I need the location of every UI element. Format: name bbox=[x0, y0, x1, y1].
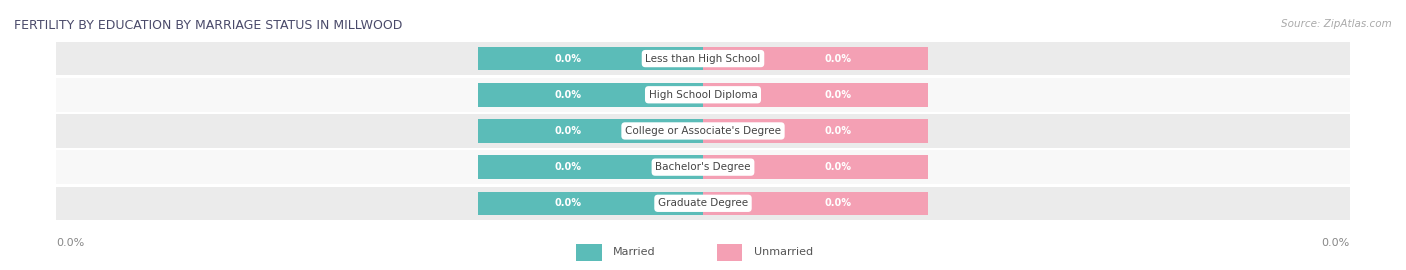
Text: College or Associate's Degree: College or Associate's Degree bbox=[626, 126, 780, 136]
Text: Bachelor's Degree: Bachelor's Degree bbox=[655, 162, 751, 172]
Text: 0.0%: 0.0% bbox=[824, 90, 852, 100]
Text: High School Diploma: High School Diploma bbox=[648, 90, 758, 100]
Text: 0.0%: 0.0% bbox=[554, 198, 582, 208]
Text: 0.0%: 0.0% bbox=[554, 53, 582, 64]
Text: 0.0%: 0.0% bbox=[1322, 238, 1350, 248]
Text: Married: Married bbox=[613, 247, 655, 258]
Text: 0.0%: 0.0% bbox=[824, 53, 852, 64]
Text: 0.0%: 0.0% bbox=[824, 198, 852, 208]
Text: Source: ZipAtlas.com: Source: ZipAtlas.com bbox=[1281, 19, 1392, 29]
Text: 0.0%: 0.0% bbox=[824, 126, 852, 136]
Text: 0.0%: 0.0% bbox=[554, 90, 582, 100]
Text: Unmarried: Unmarried bbox=[754, 247, 813, 258]
Text: 0.0%: 0.0% bbox=[56, 238, 84, 248]
Text: Graduate Degree: Graduate Degree bbox=[658, 198, 748, 208]
Text: 0.0%: 0.0% bbox=[554, 162, 582, 172]
Text: 0.0%: 0.0% bbox=[824, 162, 852, 172]
Text: 0.0%: 0.0% bbox=[554, 126, 582, 136]
Text: FERTILITY BY EDUCATION BY MARRIAGE STATUS IN MILLWOOD: FERTILITY BY EDUCATION BY MARRIAGE STATU… bbox=[14, 19, 402, 32]
Text: Less than High School: Less than High School bbox=[645, 53, 761, 64]
